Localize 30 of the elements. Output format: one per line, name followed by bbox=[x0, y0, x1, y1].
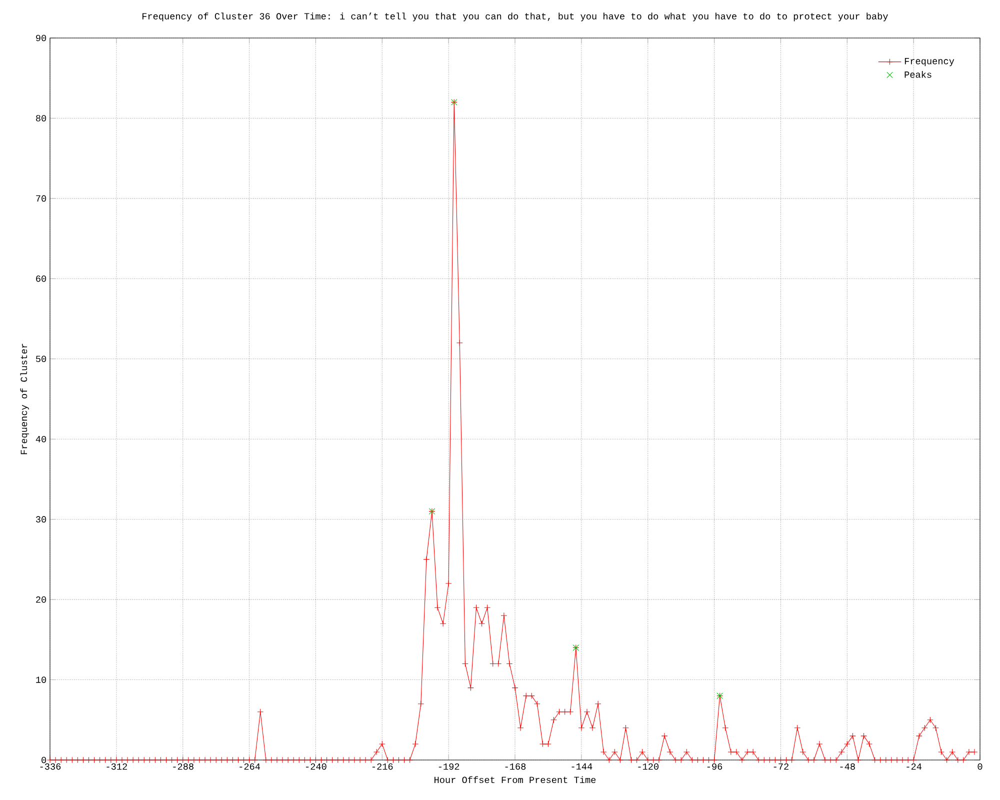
x-axis-title: Hour Offset From Present Time bbox=[434, 776, 596, 784]
x-tick-label: -240 bbox=[306, 763, 326, 770]
x-tick-label: -144 bbox=[572, 763, 592, 770]
y-tick-label: 30 bbox=[36, 516, 46, 522]
legend-label: Peaks bbox=[904, 70, 932, 78]
y-tick-label: 40 bbox=[36, 436, 46, 442]
x-tick-label: -24 bbox=[906, 763, 922, 770]
y-tick-label: 70 bbox=[36, 195, 46, 202]
y-tick-label: 0 bbox=[42, 756, 46, 764]
x-tick-label: -168 bbox=[505, 763, 526, 770]
legend-label: Frequency bbox=[904, 58, 954, 66]
y-tick-label: 50 bbox=[36, 356, 46, 362]
x-tick-label: 0 bbox=[978, 763, 982, 770]
y-tick-label: 80 bbox=[36, 115, 46, 122]
x-tick-label: -288 bbox=[173, 763, 194, 770]
y-axis-title: Frequency of Cluster bbox=[20, 344, 29, 454]
x-tick-label: -336 bbox=[40, 763, 61, 770]
x-tick-label: -48 bbox=[840, 763, 855, 770]
chart-title: Frequency of Cluster 36 Over Time: i can’t tell you that you can do that, but you have to do what you have to do to protect your baby bbox=[142, 12, 888, 22]
x-tick-label: -264 bbox=[240, 763, 260, 770]
x-tick-label: -72 bbox=[774, 763, 788, 770]
y-tick-label: 60 bbox=[36, 276, 46, 282]
x-tick-label: -216 bbox=[372, 763, 393, 770]
x-tick-label: -120 bbox=[638, 763, 658, 770]
y-tick-label: 90 bbox=[36, 34, 46, 42]
y-tick-label: 10 bbox=[36, 676, 46, 683]
x-tick-label: -96 bbox=[707, 763, 722, 770]
x-tick-label: -192 bbox=[438, 763, 460, 770]
x-tick-label: -312 bbox=[106, 763, 127, 770]
y-tick-label: 20 bbox=[36, 596, 46, 603]
